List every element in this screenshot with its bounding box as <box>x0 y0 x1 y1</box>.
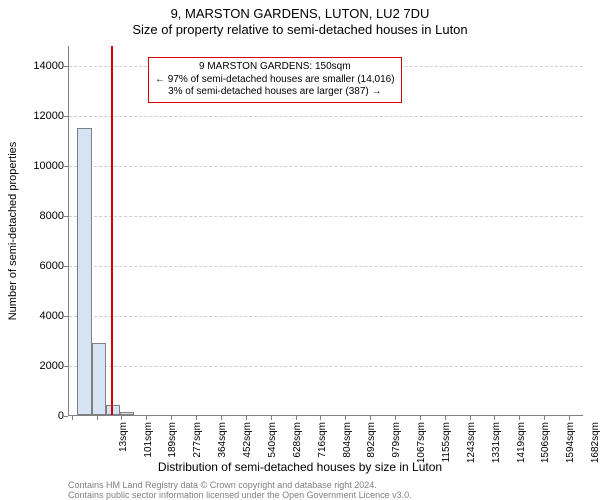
x-tick-mark <box>196 416 197 420</box>
callout-line: ← 97% of semi-detached houses are smalle… <box>155 74 395 87</box>
x-tick-mark <box>445 416 446 420</box>
plot-area: 9 MARSTON GARDENS: 150sqm← 97% of semi-d… <box>68 46 583 416</box>
x-tick-label: 892sqm <box>366 422 377 472</box>
x-tick-mark <box>171 416 172 420</box>
x-tick-mark <box>494 416 495 420</box>
x-tick-mark <box>544 416 545 420</box>
y-tick-mark <box>64 366 68 367</box>
x-tick-label: 804sqm <box>342 422 353 472</box>
x-tick-label: 979sqm <box>391 422 402 472</box>
x-tick-mark <box>370 416 371 420</box>
y-tick-label: 2000 <box>30 360 64 372</box>
y-tick-label: 14000 <box>30 60 64 72</box>
x-tick-mark <box>345 416 346 420</box>
x-tick-label: 628sqm <box>292 422 303 472</box>
x-tick-mark <box>221 416 222 420</box>
x-tick-mark <box>395 416 396 420</box>
x-tick-mark <box>72 416 73 420</box>
footnote-line-1: Contains HM Land Registry data © Crown c… <box>68 480 583 490</box>
gridline <box>69 166 583 167</box>
callout-line: 9 MARSTON GARDENS: 150sqm <box>155 61 395 74</box>
x-tick-label: 1067sqm <box>416 422 427 472</box>
x-tick-label: 452sqm <box>242 422 253 472</box>
x-tick-label: 1243sqm <box>466 422 477 472</box>
x-tick-label: 1155sqm <box>441 422 452 472</box>
x-tick-label: 540sqm <box>267 422 278 472</box>
y-tick-mark <box>64 416 68 417</box>
callout-box: 9 MARSTON GARDENS: 150sqm← 97% of semi-d… <box>148 57 402 103</box>
footnote-line-2: Contains public sector information licen… <box>68 490 583 500</box>
x-tick-mark <box>146 416 147 420</box>
x-tick-mark <box>296 416 297 420</box>
chart-title-line1: 9, MARSTON GARDENS, LUTON, LU2 7DU <box>0 6 600 21</box>
y-tick-mark <box>64 166 68 167</box>
y-tick-label: 0 <box>30 410 64 422</box>
histogram-bar <box>120 412 134 415</box>
gridline <box>69 366 583 367</box>
histogram-bar <box>77 128 91 416</box>
gridline <box>69 116 583 117</box>
x-tick-mark <box>420 416 421 420</box>
y-tick-label: 8000 <box>30 210 64 222</box>
y-tick-label: 4000 <box>30 310 64 322</box>
x-tick-label: 101sqm <box>143 422 154 472</box>
y-tick-mark <box>64 66 68 67</box>
gridline <box>69 266 583 267</box>
y-axis-label-container: Number of semi-detached properties <box>6 46 20 416</box>
y-tick-label: 10000 <box>30 160 64 172</box>
x-tick-label: 1331sqm <box>491 422 502 472</box>
x-tick-label: 1682sqm <box>590 422 600 472</box>
x-tick-label: 189sqm <box>167 422 178 472</box>
x-tick-mark <box>121 416 122 420</box>
x-tick-mark <box>320 416 321 420</box>
y-tick-mark <box>64 216 68 217</box>
histogram-bar <box>92 343 106 416</box>
gridline <box>69 316 583 317</box>
subject-property-marker <box>111 46 113 415</box>
x-tick-label: 1594sqm <box>565 422 576 472</box>
y-tick-mark <box>64 116 68 117</box>
y-tick-mark <box>64 316 68 317</box>
x-tick-label: 277sqm <box>192 422 203 472</box>
x-tick-mark <box>97 416 98 420</box>
y-tick-label: 12000 <box>30 110 64 122</box>
gridline <box>69 216 583 217</box>
x-tick-label: 1506sqm <box>540 422 551 472</box>
y-axis-label: Number of semi-detached properties <box>6 46 20 416</box>
chart-title-line2: Size of property relative to semi-detach… <box>0 22 600 37</box>
x-tick-label: 1419sqm <box>516 422 527 472</box>
x-tick-label: 13sqm <box>118 422 129 472</box>
y-tick-mark <box>64 266 68 267</box>
x-tick-mark <box>569 416 570 420</box>
x-tick-label: 364sqm <box>217 422 228 472</box>
x-tick-mark <box>519 416 520 420</box>
y-tick-label: 6000 <box>30 260 64 272</box>
x-tick-mark <box>246 416 247 420</box>
x-tick-mark <box>470 416 471 420</box>
callout-line: 3% of semi-detached houses are larger (3… <box>155 86 395 99</box>
x-tick-label: 716sqm <box>317 422 328 472</box>
x-tick-mark <box>271 416 272 420</box>
